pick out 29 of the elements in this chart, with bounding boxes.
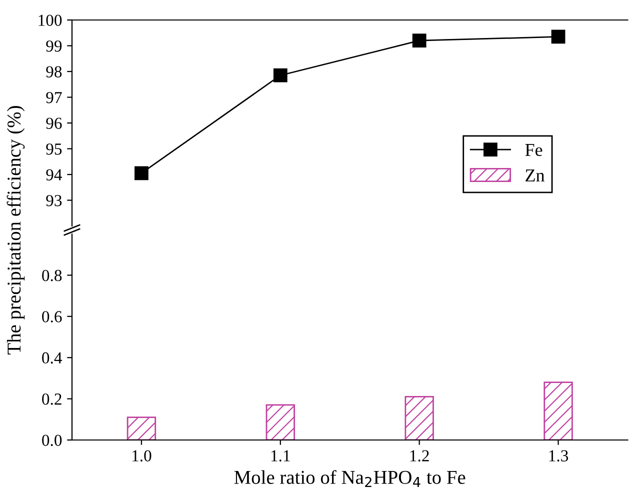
x-tick-label: 1.1 bbox=[271, 450, 290, 462]
y-tick-label: 95 bbox=[46, 143, 62, 155]
bar bbox=[266, 404, 295, 440]
y-tick-label: 0.2 bbox=[42, 394, 62, 405]
point bbox=[134, 166, 148, 180]
legend-label: Zn bbox=[526, 170, 545, 182]
y-tick-label: 0.6 bbox=[42, 311, 62, 322]
y-tick-label: 99 bbox=[46, 40, 62, 52]
point bbox=[273, 68, 288, 82]
point bbox=[551, 30, 566, 44]
y-tick-label: 100 bbox=[38, 14, 62, 26]
legend-label: Fe bbox=[525, 144, 542, 156]
x-tick-label: 1.3 bbox=[549, 450, 568, 462]
y-tick-label: 0.4 bbox=[42, 352, 62, 364]
y-axis-title: The precipitation efficiency (%) bbox=[6, 106, 25, 354]
point bbox=[412, 34, 426, 48]
y-tick-label: 97 bbox=[46, 92, 62, 104]
bar bbox=[404, 396, 434, 440]
x-tick-label: 1.0 bbox=[132, 450, 152, 462]
bar bbox=[126, 416, 156, 440]
y-tick-label: 0.0 bbox=[42, 434, 62, 446]
y-tick-label: 98 bbox=[46, 66, 62, 78]
bar bbox=[544, 382, 573, 440]
x-tick-label: 1.2 bbox=[410, 450, 429, 462]
y-tick-label: 96 bbox=[46, 118, 62, 129]
y-tick-label: 94 bbox=[46, 169, 62, 180]
x-axis-title: Mole ratio of Na$_{2}$HPO$_{4}$ to Fe bbox=[234, 470, 466, 487]
y-tick-label: 93 bbox=[46, 194, 62, 206]
y-tick-label: 0.8 bbox=[42, 270, 62, 282]
